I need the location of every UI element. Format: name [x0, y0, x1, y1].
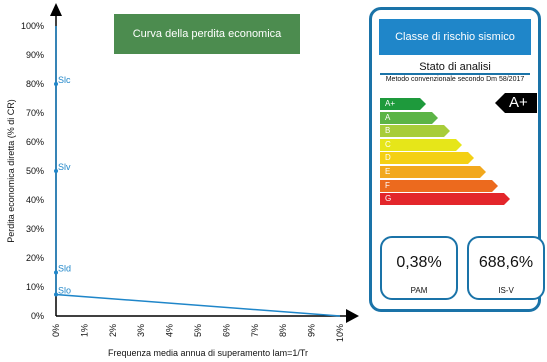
analysis-state-title: Stato di analisi	[419, 61, 491, 73]
x-tick-label: 1%	[79, 324, 89, 337]
point-label: Sld	[58, 264, 71, 274]
x-axis-arrow	[346, 309, 359, 323]
risk-class-bar: A+	[380, 98, 426, 110]
y-tick-label: 30%	[26, 224, 44, 234]
point-label: Slv	[58, 162, 71, 172]
x-tick-label: 2%	[108, 324, 118, 337]
data-point	[54, 270, 58, 275]
risk-class-bar: D	[380, 152, 474, 165]
y-tick-label: 40%	[26, 195, 44, 205]
x-tick-label: 0%	[51, 324, 61, 337]
loss-curve-chart: 0% 10% 20% 30% 40% 50% 60% 70% 80% 90% 100% 0% 1% 2% 3…	[6, 3, 359, 358]
panel-header: Classe di rischio sismico	[379, 19, 531, 55]
y-tick-label: 90%	[26, 50, 44, 60]
x-tick-label: 8%	[278, 324, 288, 337]
x-tick-label: 10%	[335, 324, 345, 342]
chart-title: Curva della perdita economica	[114, 14, 300, 54]
risk-class-bar: A	[380, 111, 438, 124]
seismic-risk-panel: Classe di rischio sismico Stato di anali…	[369, 7, 545, 312]
risk-class-label: B	[385, 126, 391, 136]
data-point	[54, 82, 58, 86]
y-tick-label: 50%	[26, 166, 44, 176]
risk-class-bar: E	[380, 166, 486, 178]
y-tick-label: 60%	[26, 137, 44, 147]
y-tick-label: 20%	[26, 253, 44, 263]
risk-class-value: A+	[509, 94, 528, 111]
y-tick-label: 10%	[26, 282, 44, 292]
isv-box: 688,6% IS-V	[467, 236, 545, 300]
y-axis-title: Perdita economica diretta (% di CR)	[6, 99, 16, 243]
risk-class-label: D	[385, 153, 391, 163]
y-tick-label: 0%	[31, 311, 44, 321]
risk-class-label: A	[385, 112, 391, 122]
pam-box: 0,38% PAM	[380, 236, 458, 300]
y-tick-label: 70%	[26, 108, 44, 118]
x-tick-label: 9%	[307, 324, 317, 337]
x-tick-label: 7%	[250, 324, 260, 337]
point-label: Slc	[58, 75, 71, 85]
divider	[380, 73, 530, 75]
y-axis-arrow	[50, 3, 62, 16]
risk-class-label: G	[385, 194, 392, 204]
isv-label: IS-V	[498, 286, 514, 295]
risk-class-label: A+	[385, 99, 396, 108]
pam-label: PAM	[410, 286, 428, 295]
risk-class-bar: F	[380, 179, 498, 192]
data-point	[54, 169, 58, 173]
risk-class-label: C	[385, 139, 391, 149]
point-label: Slo	[58, 286, 71, 296]
risk-class-badge: A+	[495, 93, 537, 113]
y-tick-label: 100%	[21, 21, 44, 31]
data-point	[54, 292, 58, 297]
y-tick-label: 80%	[26, 79, 44, 89]
x-tick-label: 5%	[193, 324, 203, 337]
x-tick-label: 4%	[165, 324, 175, 337]
isv-value: 688,6%	[478, 254, 534, 271]
pam-value: 0,38%	[396, 254, 442, 271]
method-label: Metodo convenzionale secondo Dm 58/2017	[385, 76, 525, 83]
x-tick-label: 6%	[221, 324, 231, 337]
risk-class-bar: C	[380, 138, 462, 151]
x-tick-label: 3%	[136, 324, 146, 337]
risk-class-label: E	[385, 167, 391, 176]
series-line	[55, 26, 341, 317]
risk-class-label: F	[385, 180, 390, 190]
x-axis-title: Frequenza media annua di superamento lam…	[108, 348, 308, 358]
risk-class-bar: B	[380, 125, 450, 138]
risk-class-bar: G	[380, 193, 510, 206]
